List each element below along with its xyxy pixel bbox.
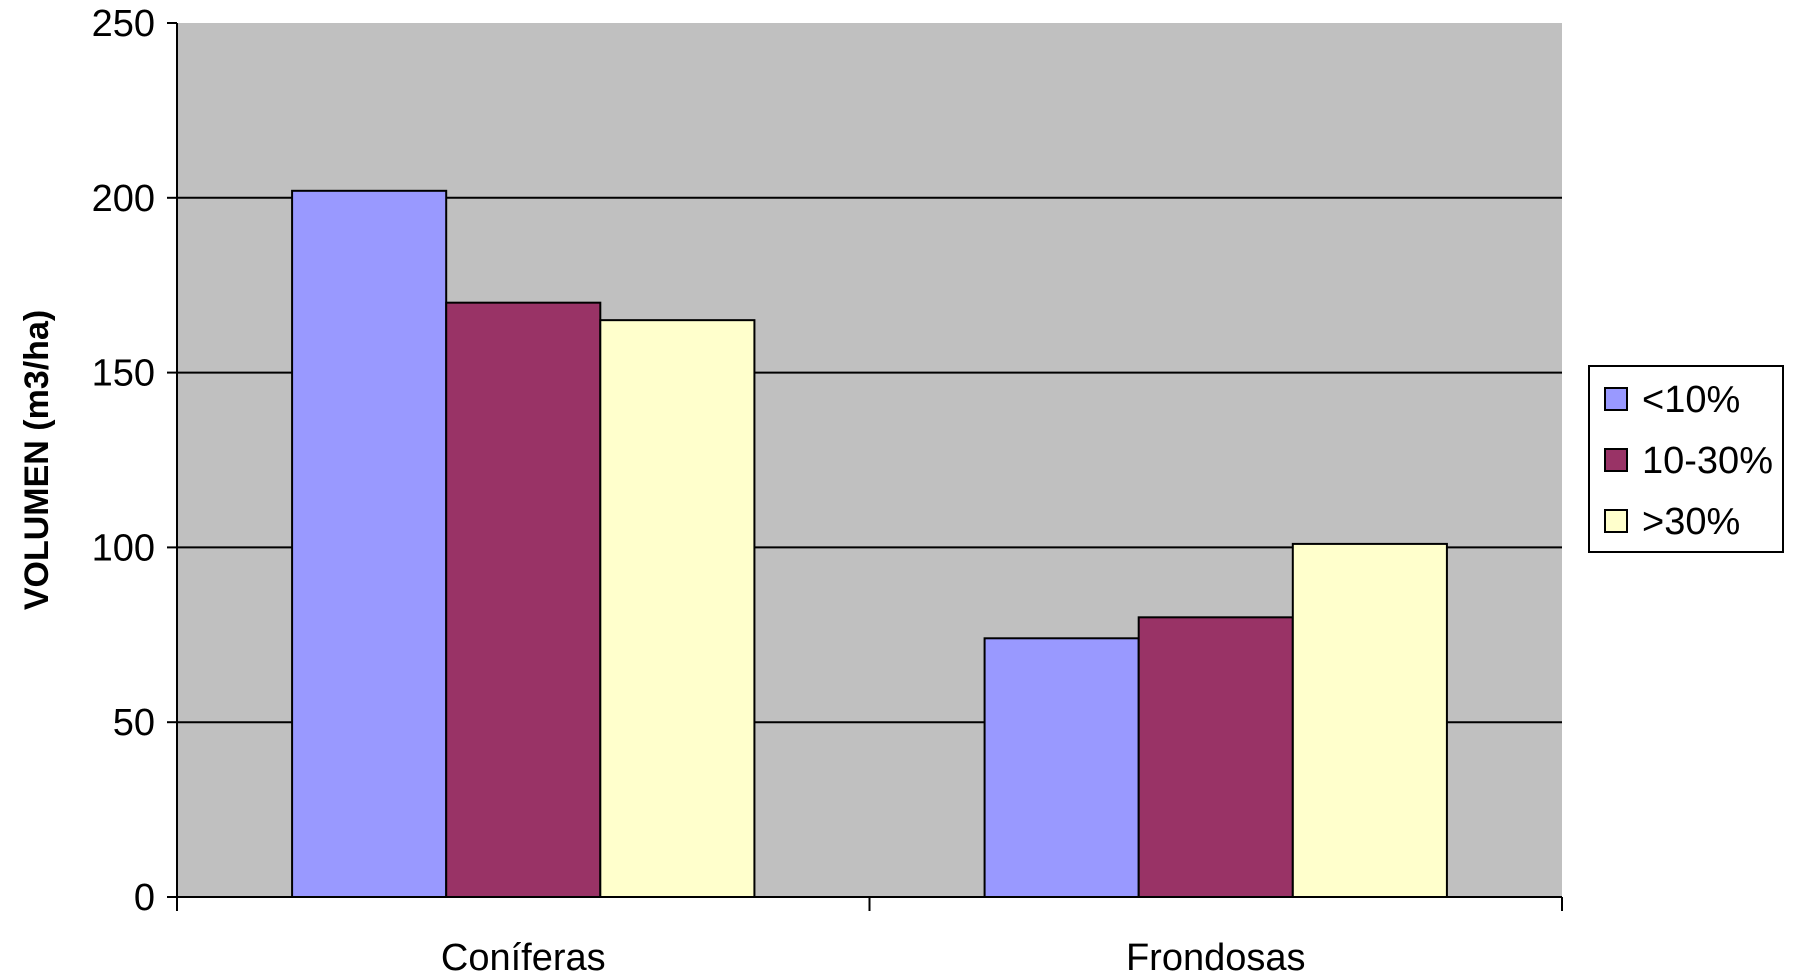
y-tick-label: 0 bbox=[134, 877, 155, 919]
legend-swatch bbox=[1604, 448, 1628, 472]
y-tick-label: 200 bbox=[92, 178, 155, 220]
legend: <10% 10-30% >30% bbox=[1588, 365, 1784, 553]
bars bbox=[291, 189, 1448, 899]
bar-1-2 bbox=[983, 637, 1140, 899]
legend-label: >30% bbox=[1642, 501, 1740, 543]
bar-3-1 bbox=[599, 319, 756, 899]
legend-label: <10% bbox=[1642, 379, 1740, 421]
bar-3-2 bbox=[1291, 542, 1448, 898]
legend-label: 10-30% bbox=[1642, 440, 1773, 482]
legend-swatch bbox=[1604, 387, 1628, 411]
x-category-label: Frondosas bbox=[1126, 937, 1306, 976]
y-tick-label: 150 bbox=[92, 353, 155, 395]
x-category-label: Coníferas bbox=[441, 937, 606, 976]
bar-2-2 bbox=[1137, 616, 1294, 898]
y-tick-label: 50 bbox=[113, 702, 155, 744]
y-tick-label: 100 bbox=[92, 527, 155, 569]
y-ticks: 0 50 100 150 200 250 bbox=[92, 3, 177, 919]
y-axis-title: VOLUMEN (m3/ha) bbox=[18, 310, 56, 610]
y-tick-label: 250 bbox=[92, 3, 155, 45]
bar-2-1 bbox=[445, 301, 602, 898]
x-ticks: Coníferas Frondosas bbox=[176, 897, 1563, 976]
bar-1-1 bbox=[291, 189, 448, 899]
legend-swatch bbox=[1604, 509, 1628, 533]
